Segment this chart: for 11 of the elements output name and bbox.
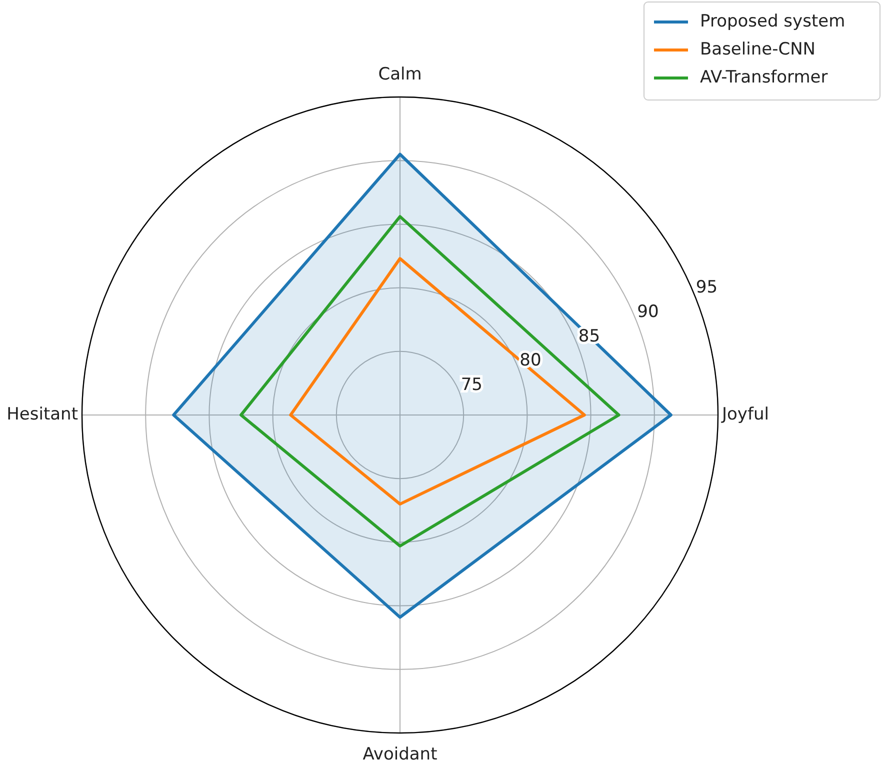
y-tick-label: 95 [696,278,718,298]
spoke-label: Hesitant [6,404,78,425]
legend-label: Baseline-CNN [700,40,816,60]
spoke-label: Calm [378,64,422,85]
spoke-label: Joyful [721,404,769,425]
legend-label: AV-Transformer [700,68,828,88]
spoke-label: Avoidant [362,744,438,765]
legend-label: Proposed system [700,12,846,32]
y-tick-label: 90 [637,302,659,322]
y-tick-label: 80 [520,350,542,371]
y-tick-label: 75 [460,374,483,395]
